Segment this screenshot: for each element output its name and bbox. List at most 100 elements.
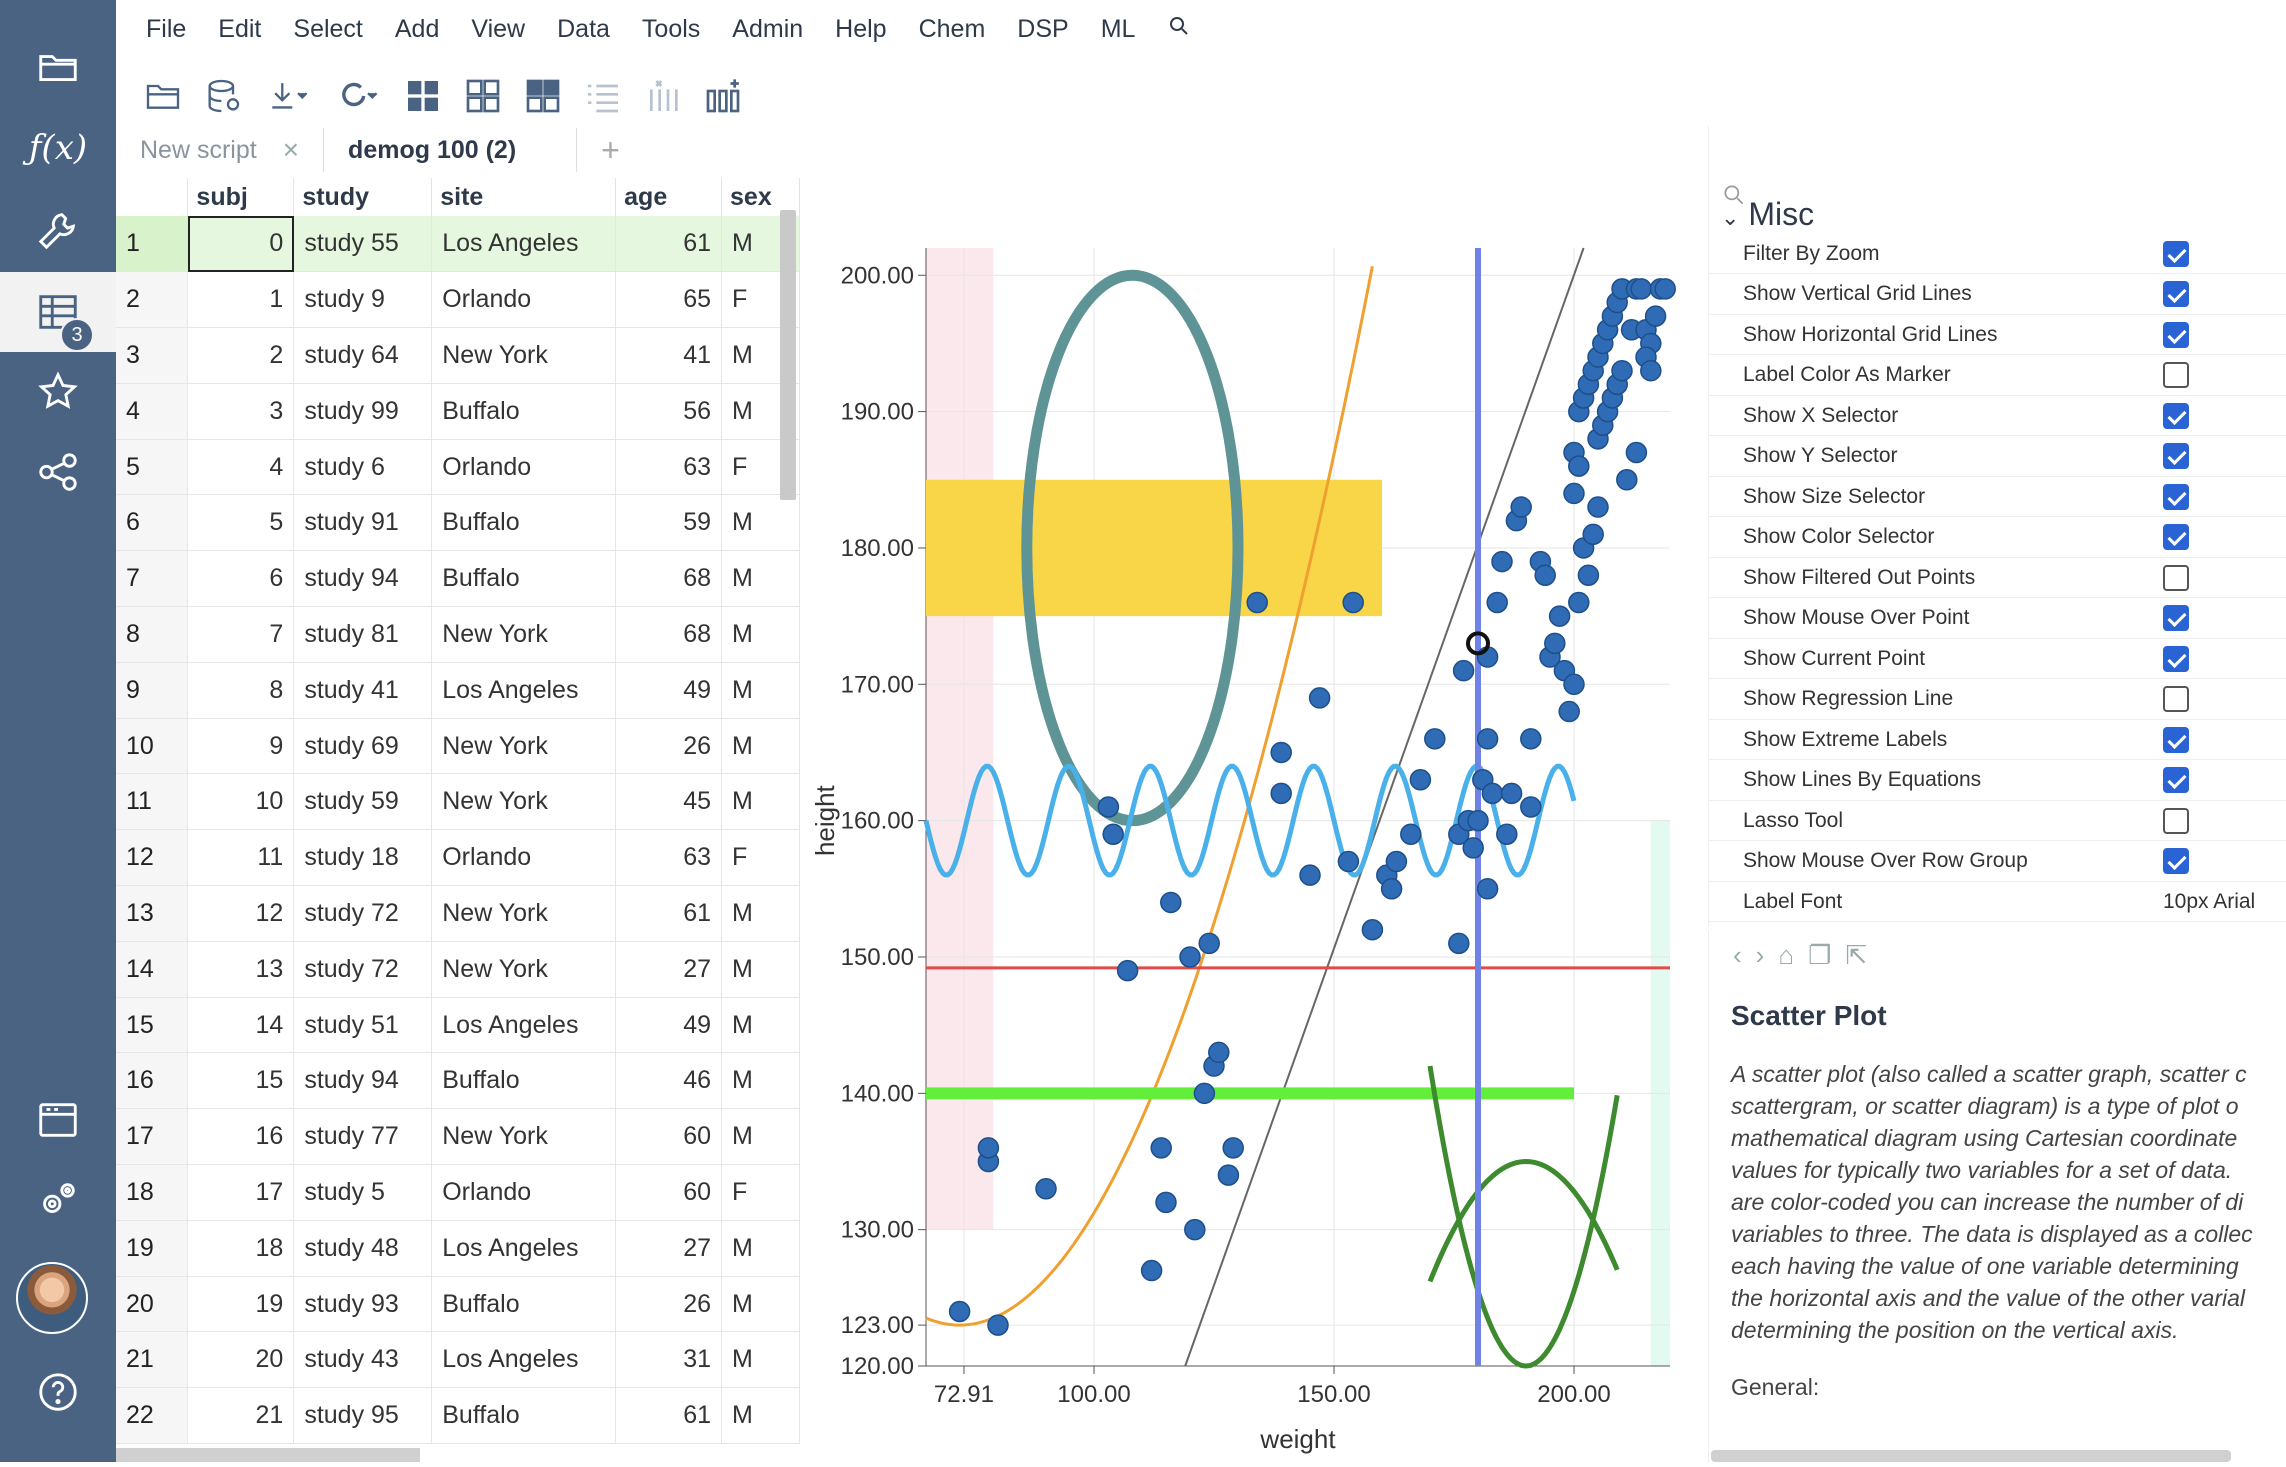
table-cell[interactable]: 63 bbox=[615, 439, 723, 496]
table-cell[interactable]: study 72 bbox=[293, 885, 433, 942]
table-cell[interactable]: study 43 bbox=[293, 1331, 433, 1389]
table-row[interactable]: 2 1 study 9 Orlando 65 F bbox=[116, 271, 800, 329]
table-cell[interactable]: study 18 bbox=[293, 829, 433, 887]
table-cell[interactable]: New York bbox=[431, 1108, 617, 1166]
table-cell[interactable]: study 99 bbox=[293, 383, 433, 440]
forward-icon[interactable]: › bbox=[1755, 940, 1765, 970]
star-icon[interactable] bbox=[0, 352, 116, 432]
column-header-age[interactable]: age bbox=[615, 178, 723, 216]
table-cell[interactable]: 56 bbox=[615, 383, 723, 440]
table-cell[interactable]: 63 bbox=[615, 829, 723, 887]
table-cell[interactable]: 59 bbox=[615, 494, 723, 552]
table-cell[interactable]: 46 bbox=[615, 1052, 723, 1110]
table-cell[interactable]: study 72 bbox=[293, 941, 433, 998]
menu-tools[interactable]: Tools bbox=[641, 14, 701, 43]
menu-view[interactable]: View bbox=[471, 14, 526, 43]
column-header-subj[interactable]: subj bbox=[187, 178, 295, 216]
row-number[interactable]: 2 bbox=[116, 271, 189, 329]
add-column-icon[interactable] bbox=[700, 73, 746, 119]
user-avatar[interactable] bbox=[16, 1262, 88, 1334]
table-cell[interactable]: 15 bbox=[187, 1052, 295, 1110]
table-row[interactable]: 9 8 study 41 Los Angeles 49 M bbox=[116, 662, 800, 719]
table-cell[interactable]: New York bbox=[431, 885, 617, 942]
help-icon[interactable] bbox=[0, 1352, 116, 1432]
table-row[interactable]: 1 0 study 55 Los Angeles 61 M bbox=[116, 216, 800, 273]
table-cell[interactable]: 26 bbox=[615, 1276, 723, 1333]
table-row[interactable]: 14 13 study 72 New York 27 M bbox=[116, 941, 800, 998]
table-row[interactable]: 10 9 study 69 New York 26 M bbox=[116, 718, 800, 775]
table-cell[interactable]: 5 bbox=[187, 494, 295, 552]
copy-icon[interactable]: ❐ bbox=[1808, 940, 1832, 970]
table-cell[interactable]: M bbox=[721, 662, 800, 719]
table-row[interactable]: 7 6 study 94 Buffalo 68 M bbox=[116, 550, 800, 608]
table-cell[interactable]: study 94 bbox=[293, 1052, 433, 1110]
menu-chem[interactable]: Chem bbox=[918, 14, 986, 43]
table-row[interactable]: 17 16 study 77 New York 60 M bbox=[116, 1108, 800, 1166]
window-icon[interactable] bbox=[0, 1080, 116, 1160]
column-header-sex[interactable]: sex bbox=[721, 178, 800, 216]
row-number[interactable]: 6 bbox=[116, 494, 189, 552]
row-number[interactable]: 12 bbox=[116, 829, 189, 887]
table-row[interactable]: 4 3 study 99 Buffalo 56 M bbox=[116, 383, 800, 440]
table-cell[interactable]: M bbox=[721, 885, 800, 942]
table-cell[interactable]: 4 bbox=[187, 439, 295, 496]
home-icon[interactable]: ⌂ bbox=[1778, 940, 1795, 970]
table-cell[interactable]: M bbox=[721, 1052, 800, 1110]
grid-vertical-scrollbar[interactable] bbox=[780, 210, 796, 500]
property-checkbox[interactable] bbox=[2163, 726, 2189, 753]
columns-icon[interactable] bbox=[640, 73, 686, 119]
table-cell[interactable]: study 51 bbox=[293, 997, 433, 1054]
table-row[interactable]: 13 12 study 72 New York 61 M bbox=[116, 885, 800, 942]
property-checkbox[interactable] bbox=[2163, 848, 2189, 874]
table-row[interactable]: 8 7 study 81 New York 68 M bbox=[116, 606, 800, 663]
row-number[interactable]: 9 bbox=[116, 662, 189, 719]
open-folder-icon[interactable] bbox=[0, 28, 116, 108]
table-cell[interactable]: 61 bbox=[615, 885, 723, 942]
table-cell[interactable]: Orlando bbox=[431, 1164, 617, 1221]
table-row[interactable]: 20 19 study 93 Buffalo 26 M bbox=[116, 1276, 800, 1333]
table-cell[interactable]: M bbox=[721, 997, 800, 1054]
table-cell[interactable]: study 93 bbox=[293, 1276, 433, 1333]
table-cell[interactable]: 1 bbox=[187, 271, 295, 329]
table-cell[interactable]: 18 bbox=[187, 1220, 295, 1277]
table-cell[interactable]: M bbox=[721, 550, 800, 608]
row-number[interactable]: 5 bbox=[116, 439, 189, 496]
download-icon[interactable] bbox=[260, 73, 316, 119]
table-row[interactable]: 5 4 study 6 Orlando 63 F bbox=[116, 439, 800, 496]
row-number[interactable]: 16 bbox=[116, 1052, 189, 1110]
table-cell[interactable]: Buffalo bbox=[431, 1276, 617, 1333]
property-checkbox[interactable] bbox=[2163, 645, 2189, 672]
table-cell[interactable]: study 91 bbox=[293, 494, 433, 552]
property-checkbox[interactable] bbox=[2163, 605, 2189, 631]
table-row[interactable]: 18 17 study 5 Orlando 60 F bbox=[116, 1164, 800, 1221]
row-number[interactable]: 8 bbox=[116, 606, 189, 663]
table-cell[interactable]: 68 bbox=[615, 606, 723, 663]
row-number[interactable]: 22 bbox=[116, 1387, 189, 1445]
table-cell[interactable]: 3 bbox=[187, 383, 295, 440]
table-cell[interactable]: Los Angeles bbox=[431, 1331, 617, 1389]
table-row[interactable]: 11 10 study 59 New York 45 M bbox=[116, 773, 800, 831]
search-icon[interactable] bbox=[1721, 182, 1747, 208]
table-cell[interactable]: 31 bbox=[615, 1331, 723, 1389]
open-file-icon[interactable] bbox=[140, 73, 186, 119]
table-cell[interactable]: 6 bbox=[187, 550, 295, 608]
settings-gears-icon[interactable] bbox=[0, 1160, 116, 1240]
table-cell[interactable]: 0 bbox=[187, 216, 295, 273]
table-row[interactable]: 16 15 study 94 Buffalo 46 M bbox=[116, 1052, 800, 1110]
table-cell[interactable]: 13 bbox=[187, 941, 295, 998]
row-number[interactable]: 10 bbox=[116, 718, 189, 775]
table-cell[interactable]: study 5 bbox=[293, 1164, 433, 1221]
table-cell[interactable]: 7 bbox=[187, 606, 295, 663]
close-icon[interactable]: × bbox=[282, 134, 300, 165]
menu-add[interactable]: Add bbox=[394, 14, 440, 43]
row-number[interactable]: 13 bbox=[116, 885, 189, 942]
table-cell[interactable]: New York bbox=[431, 327, 617, 384]
table-cell[interactable]: Buffalo bbox=[431, 1052, 617, 1110]
property-checkbox[interactable] bbox=[2163, 524, 2189, 550]
wrench-icon[interactable] bbox=[0, 190, 116, 270]
table-cell[interactable]: 27 bbox=[615, 1220, 723, 1277]
menu-help[interactable]: Help bbox=[835, 14, 887, 43]
table-cell[interactable]: Orlando bbox=[431, 439, 617, 496]
table-cell[interactable]: study 41 bbox=[293, 662, 433, 719]
table-cell[interactable]: Buffalo bbox=[431, 550, 617, 608]
